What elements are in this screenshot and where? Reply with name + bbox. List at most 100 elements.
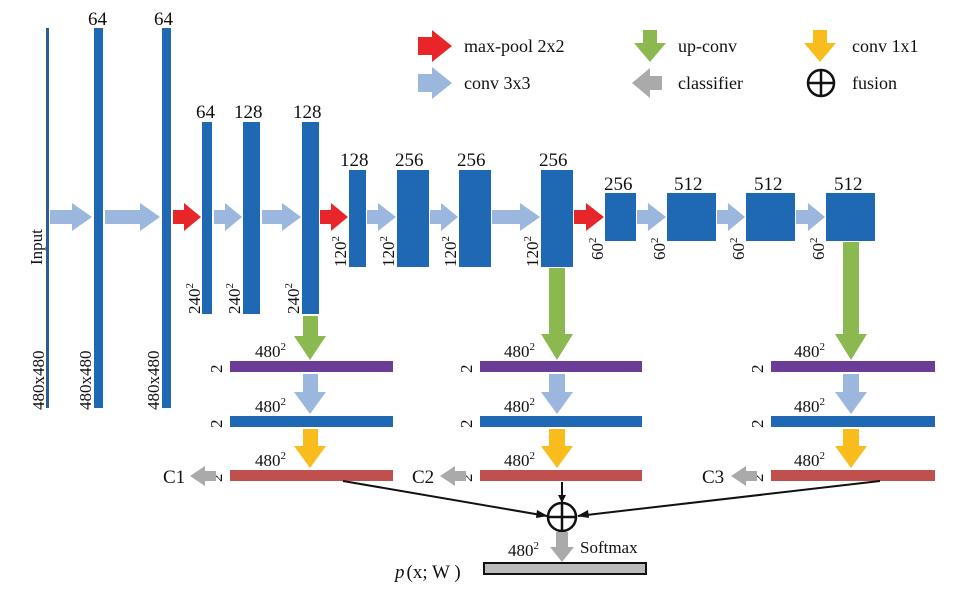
branch3-bar-purple — [771, 361, 935, 372]
softmax-arrow — [550, 532, 574, 562]
conv3x3-arrow — [294, 374, 326, 414]
conv3x3-arrow — [262, 203, 301, 231]
branch2-size-2: 4802 — [504, 396, 535, 416]
input-block: Input 480x480 — [27, 28, 49, 410]
branch2-size-1: 4802 — [504, 341, 535, 361]
stage3-block-4 — [541, 170, 573, 267]
stage2-block-1 — [202, 122, 212, 314]
output-size: 4802 — [508, 540, 539, 560]
stage3-block-2 — [397, 170, 429, 267]
branch3-channel-2: 2 — [748, 420, 767, 429]
input-label: Input — [27, 229, 46, 265]
stage4-block-3-channels: 512 — [754, 174, 783, 195]
branch2-bar-blue — [480, 416, 642, 427]
legend-conv1x1-label: conv 1x1 — [852, 36, 919, 56]
conv3x3-arrow — [835, 374, 867, 414]
input-size-label: 480x480 — [29, 351, 48, 411]
conv3x3-arrow — [50, 203, 92, 231]
stage1-block-1-size: 480x480 — [76, 351, 95, 411]
maxpool-arrow — [320, 203, 348, 231]
branch3-bar-blue — [771, 416, 935, 427]
side-branch-3: 4802 4802 4802 2 2 2 C3 — [702, 341, 935, 488]
stage1-block-2 — [162, 28, 171, 408]
output-block: Softmax 4802 p (x; W ) — [393, 532, 647, 583]
stage3-block-3 — [459, 170, 491, 267]
legend-maxpool-label: max-pool 2x2 — [464, 36, 565, 56]
classifier-arrow — [440, 466, 466, 486]
legend-fusion-label: fusion — [852, 73, 897, 93]
branch3-channel-3: 2 — [748, 474, 767, 483]
stage4-block-2 — [667, 193, 716, 241]
branch1-channel-3: 2 — [207, 474, 226, 483]
stage3-block-4-size: 1202 — [522, 236, 542, 267]
stage2-block-2 — [243, 122, 260, 314]
side-branch-2: 4802 4802 4802 2 2 2 C2 — [412, 341, 642, 488]
conv3x3-arrow-icon — [418, 67, 452, 99]
stage4-block-2-channels: 512 — [674, 174, 703, 195]
encoder-stage-1: 64 64 480x480 480x480 — [76, 9, 174, 410]
stage4-block-1 — [605, 193, 636, 241]
stage2-block-3-size: 2402 — [283, 283, 303, 314]
classifier-arrow — [731, 466, 757, 486]
conv3x3-arrow — [541, 374, 573, 414]
stage4-block-3 — [746, 193, 795, 241]
classifier-arrow-icon — [632, 68, 662, 98]
conv3x3-arrow — [214, 203, 242, 231]
stage1-block-1-channels: 64 — [88, 9, 108, 30]
stage3-block-4-channels: 256 — [539, 150, 568, 171]
conv3x3-arrow — [796, 203, 825, 231]
classifier-c2-label: C2 — [412, 467, 434, 488]
branch2-channel-2: 2 — [457, 420, 476, 429]
side-branch-1: 4802 4802 4802 2 2 2 C1 — [163, 341, 393, 488]
branch1-bar-red — [230, 470, 393, 481]
maxpool-arrow — [173, 203, 201, 231]
branch3-size-1: 4802 — [794, 341, 825, 361]
conv1x1-arrow-icon — [804, 30, 836, 62]
branch1-channel-2: 2 — [207, 420, 226, 429]
legend-conv3x3-label: conv 3x3 — [464, 73, 531, 93]
upconv-arrow — [294, 316, 326, 360]
stage2-block-1-channels: 64 — [196, 102, 216, 123]
stage3-block-2-channels: 256 — [395, 150, 424, 171]
fusion-icon — [806, 68, 836, 98]
stage3-block-1-size: 1202 — [330, 236, 350, 267]
output-formula: p (x; W ) — [393, 562, 461, 583]
branch2-channel-3: 2 — [457, 474, 476, 483]
maxpool-arrow-icon — [418, 30, 452, 62]
conv3x3-arrow — [637, 203, 666, 231]
stage4-block-1-size: 602 — [587, 238, 607, 261]
input-bar — [46, 28, 49, 408]
branch1-bar-blue — [230, 416, 393, 427]
stage4-block-4 — [826, 193, 875, 241]
stage3-block-3-size: 1202 — [440, 236, 460, 267]
stage3-block-2-size: 1202 — [378, 236, 398, 267]
stage1-block-2-size: 480x480 — [144, 351, 163, 411]
stage3-block-3-channels: 256 — [457, 150, 486, 171]
branch2-bar-red — [480, 470, 642, 481]
maxpool-arrow — [574, 203, 604, 231]
forward-arrows — [50, 203, 825, 231]
encoder-stage-2: 64 128 128 2402 2402 2402 — [184, 102, 322, 314]
stage3-block-1-channels: 128 — [340, 150, 369, 171]
stage4-block-3-size: 602 — [728, 238, 748, 261]
stage2-block-2-size: 2402 — [224, 283, 244, 314]
branch1-size-3: 4802 — [255, 450, 286, 470]
branch1-size-2: 4802 — [255, 396, 286, 416]
branch2-channel-1: 2 — [457, 365, 476, 374]
conv1x1-arrow — [294, 429, 326, 468]
branch1-size-1: 4802 — [255, 341, 286, 361]
fusion-line-1-head — [536, 510, 548, 518]
conv3x3-arrow — [717, 203, 745, 231]
legend-classifier-label: classifier — [678, 73, 743, 93]
branch1-channel-1: 2 — [207, 365, 226, 374]
encoder-stage-3: 128 256 256 256 1202 1202 1202 1202 — [330, 150, 573, 267]
conv3x3-arrow — [105, 203, 160, 231]
stage1-block-1 — [94, 28, 103, 408]
branch2-size-3: 4802 — [504, 450, 535, 470]
classifier-c1-label: C1 — [163, 467, 185, 488]
stage4-block-4-channels: 512 — [834, 174, 863, 195]
conv3x3-arrow — [430, 203, 458, 231]
classifier-arrow — [190, 466, 216, 486]
